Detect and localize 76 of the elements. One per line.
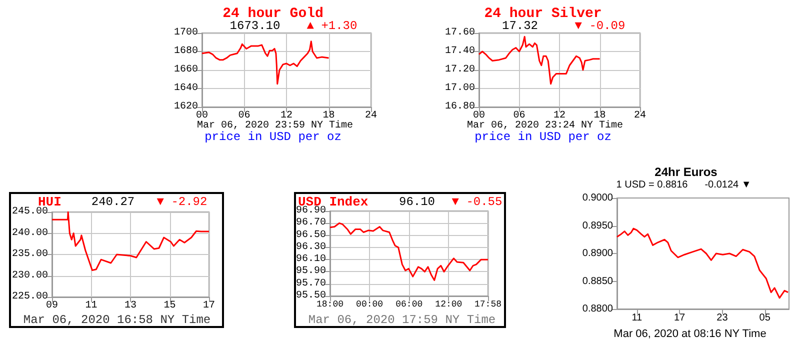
y-tick-label: 235.00 bbox=[12, 249, 48, 260]
y-tick-label: 16.80 bbox=[444, 102, 475, 112]
y-tick-label: 0.8950 bbox=[582, 220, 614, 232]
y-tick-label: 1660 bbox=[174, 64, 198, 76]
chart-subtitle: 240.27 bbox=[91, 195, 135, 209]
x-axis-title: Mar 06, 2020 at 08:16 NY Time bbox=[614, 328, 766, 340]
x-tick-label: 24 bbox=[634, 110, 646, 122]
y-tick-label: 95.50 bbox=[296, 290, 326, 302]
x-tick-label: 00 bbox=[472, 110, 486, 122]
x-tick-label: 06 bbox=[513, 110, 526, 122]
y-tick-label: 0.9000 bbox=[582, 192, 614, 204]
text: price in USD per oz bbox=[204, 130, 342, 144]
line-series bbox=[616, 228, 789, 299]
chart-title: 24 hour Gold bbox=[222, 6, 324, 22]
x-axis-title: Mar 06, 2020 23:59 NY Time bbox=[196, 120, 354, 132]
x-tick-label: 11 bbox=[632, 312, 643, 324]
y-tick-label: 225.00 bbox=[12, 292, 48, 302]
x-tick-label: 24 bbox=[364, 110, 378, 122]
x-tick-label: 09 bbox=[46, 300, 58, 312]
y-tick-label: 240.00 bbox=[12, 228, 48, 239]
x-tick-label: 12 bbox=[553, 110, 566, 122]
x-tick-label: 11 bbox=[85, 300, 98, 312]
x-tick-label: 05 bbox=[759, 312, 771, 324]
x-axis-title: Mar 06, 2020 23:24 NY Time bbox=[466, 120, 624, 132]
x-tick-label: 18 bbox=[322, 110, 335, 122]
x-tick-label: 00 bbox=[196, 110, 208, 122]
x-tick-label: 13 bbox=[124, 300, 137, 312]
y-tick-label: 95.90 bbox=[296, 266, 326, 278]
x-tick-label: 23 bbox=[716, 312, 728, 324]
x-tick-label: 12 bbox=[280, 110, 293, 122]
y-tick-label: 96.10 bbox=[296, 254, 326, 266]
x-tick-label: 15 bbox=[164, 300, 176, 312]
y-tick-label: 1680 bbox=[174, 46, 198, 57]
x-tick-label: 17:58 bbox=[474, 300, 502, 310]
y-tick-label: 96.70 bbox=[296, 218, 326, 229]
y-tick-label: 95.70 bbox=[296, 278, 326, 290]
x-tick-label: 17 bbox=[674, 312, 686, 324]
y-tick-label: 96.50 bbox=[296, 230, 326, 241]
y-tick-label: 17.00 bbox=[444, 83, 475, 94]
chart-subtitle: 1673.10 bbox=[230, 19, 280, 33]
line-series bbox=[329, 222, 489, 281]
y-tick-label: 245.00 bbox=[12, 206, 48, 218]
x-axis-title: Mar 06, 2020 17:59 NY Time bbox=[308, 313, 496, 327]
y-tick-label: 230.00 bbox=[12, 270, 48, 282]
text: ▲ +1.30 bbox=[306, 19, 358, 33]
line-series bbox=[478, 36, 600, 85]
text: price in USD per oz bbox=[474, 130, 612, 144]
y-tick-label: 1620 bbox=[174, 102, 198, 112]
y-tick-label: 96.90 bbox=[296, 206, 326, 216]
x-tick-label: 06 bbox=[238, 110, 250, 122]
x-tick-label: 18 bbox=[594, 110, 606, 122]
y-tick-label: 1640 bbox=[174, 83, 198, 94]
chart-subtitle: 96.10 bbox=[398, 195, 436, 209]
chart-title: 24 hour Silver bbox=[484, 6, 602, 22]
chart-subtitle: 17.32 bbox=[502, 19, 538, 33]
chart-subtitle: 1 USD = 0.8816 bbox=[616, 180, 688, 190]
y-tick-label: 17.20 bbox=[444, 64, 475, 76]
x-tick-label: 00:00 bbox=[356, 300, 384, 310]
y-tick-label: 17.40 bbox=[444, 46, 475, 57]
x-tick-label: 12:00 bbox=[435, 300, 462, 310]
x-tick-label: 17 bbox=[202, 300, 216, 312]
x-tick-label: 18:00 bbox=[316, 300, 344, 310]
y-tick-label: 96.30 bbox=[296, 242, 326, 253]
x-axis-title: Mar 06, 2020 16:58 NY Time bbox=[23, 313, 211, 327]
line-series bbox=[201, 40, 330, 85]
text: ▼ -2.92 bbox=[156, 195, 208, 209]
y-tick-label: 17.60 bbox=[444, 28, 475, 38]
y-tick-label: 1700 bbox=[174, 28, 198, 38]
text: ▼ -0.55 bbox=[452, 195, 502, 209]
x-tick-label: 06:00 bbox=[396, 300, 423, 310]
y-tick-label: 0.8800 bbox=[582, 304, 614, 314]
y-tick-label: 0.8850 bbox=[582, 276, 614, 287]
y-tick-label: 0.8900 bbox=[582, 248, 614, 259]
text: ▼ -0.09 bbox=[574, 19, 626, 33]
text: -0.0124 ▼ bbox=[704, 180, 752, 190]
chart-title: 24hr Euros bbox=[654, 165, 718, 179]
